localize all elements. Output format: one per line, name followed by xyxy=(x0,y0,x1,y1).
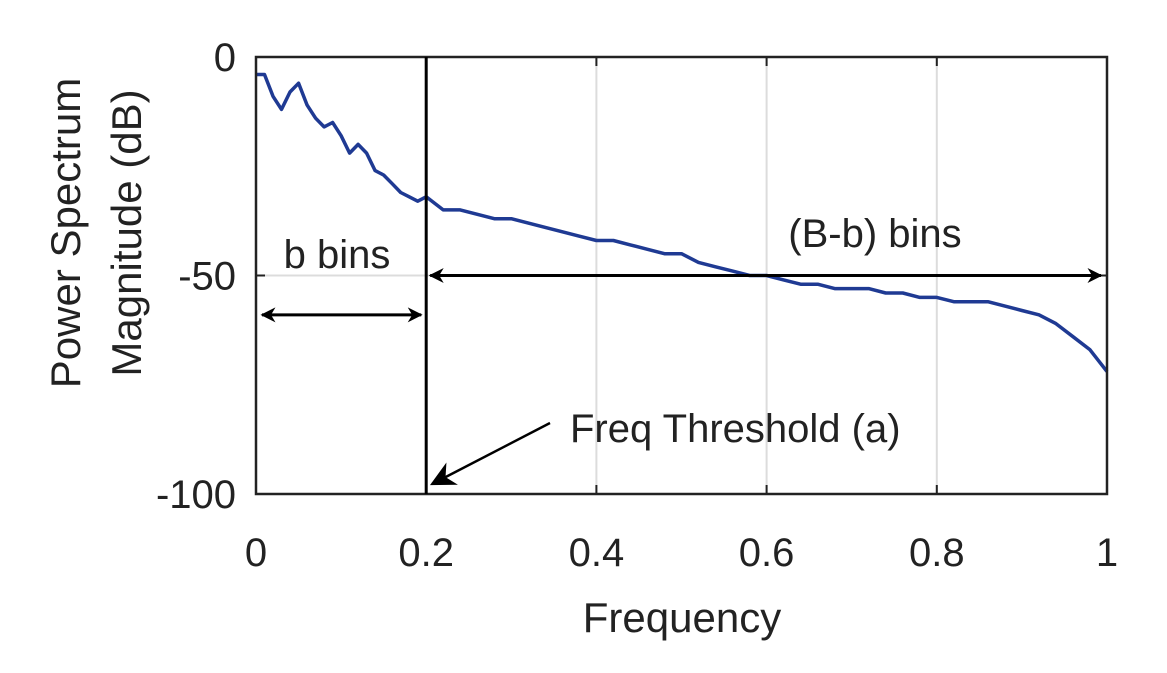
ticks-group: 0 0.2 0.4 0.6 0.8 1 0 -50 -100 xyxy=(156,36,1118,575)
threshold-label: Freq Threshold (a) xyxy=(570,407,901,451)
threshold-pointer-arrow xyxy=(429,421,551,486)
series-group xyxy=(256,72,1109,373)
annotations-group: (B-b) bins b bins Freq Threshold (a) xyxy=(260,57,1103,494)
x-tick-label: 0.2 xyxy=(398,531,454,575)
y-tick-label: -100 xyxy=(156,473,236,517)
x-tick-label: 0.4 xyxy=(569,531,625,575)
x-tick-label: 0.6 xyxy=(739,531,795,575)
y-tick-label: 0 xyxy=(214,36,236,80)
b-bins-label: b bins xyxy=(284,233,391,277)
series-line xyxy=(256,72,1109,373)
x-tick-label: 0 xyxy=(245,531,267,575)
x-tick-label: 0.8 xyxy=(909,531,965,575)
x-axis-label: Frequency xyxy=(583,594,781,641)
x-tick-label: 1 xyxy=(1096,531,1118,575)
y-axis-label-line-2: Magnitude (dB) xyxy=(103,89,150,376)
bb-bins-label: (B-b) bins xyxy=(788,212,961,256)
y-axis-label-line-1: Power Spectrum xyxy=(42,78,89,388)
y-tick-label: -50 xyxy=(178,255,236,299)
